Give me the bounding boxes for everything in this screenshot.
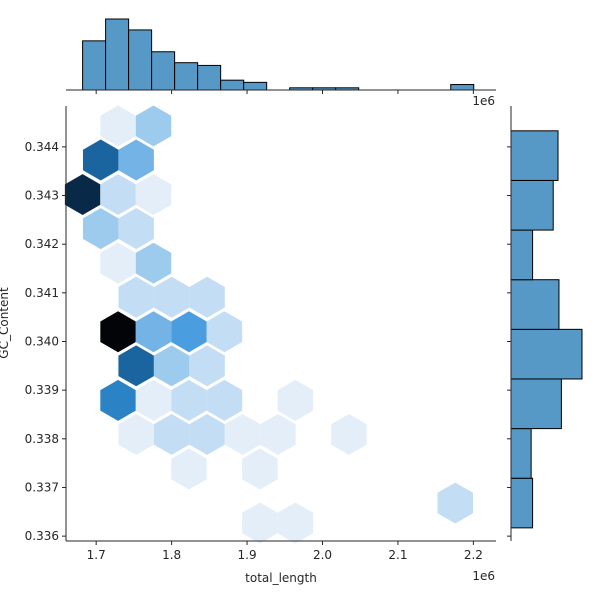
hexbin-cell: [224, 413, 261, 455]
y-tick-label: 0.340: [25, 335, 59, 349]
joint-axes: 1.7 1.8 1.9 2.0 2.1 2.2 0.336 0.337 0.338 0.339 0.…: [25, 106, 496, 562]
hexbin-cell: [206, 379, 243, 421]
hexbin-cell: [206, 311, 243, 353]
hexbin-cell: [118, 276, 154, 318]
x-tick-label: 1.8: [162, 548, 181, 562]
right-histogram-bar: [510, 428, 532, 479]
hexbin-cell: [135, 174, 172, 216]
hexbin-cell: [153, 276, 190, 318]
y-tick-label: 0.339: [25, 383, 59, 397]
y-tick-label: 0.337: [25, 480, 59, 494]
hexbin-cell: [189, 276, 225, 318]
top-marginal-histogram: [66, 18, 496, 94]
hexbin-cell: [171, 379, 207, 421]
hexbin-cell: [242, 448, 278, 490]
hexbin-cell: [135, 105, 172, 147]
y-tick-label: 0.342: [25, 237, 59, 251]
hexbin-cell: [82, 139, 119, 181]
x-axis-offset-label: 1e6: [472, 569, 495, 583]
x-axis-label: total_length: [245, 571, 317, 585]
hexbin-cell: [277, 379, 314, 421]
hexbin-cell: [118, 345, 154, 387]
hexbin-cell: [260, 413, 296, 455]
hexbin-cell: [100, 311, 136, 353]
right-histogram-bar: [510, 477, 534, 529]
x-tick-label: 2.0: [313, 548, 332, 562]
top-histogram-bar: [105, 18, 130, 91]
hexbin-cell: [118, 208, 154, 250]
right-histogram-bar: [510, 179, 554, 231]
hexbin-cell: [135, 242, 172, 284]
hexbin-cell: [437, 482, 473, 524]
right-histogram-bar: [510, 378, 562, 430]
hexbin-cell: [135, 379, 172, 421]
top-histogram-bar: [151, 51, 176, 91]
right-histogram-bar: [510, 328, 583, 380]
top-histogram-bar: [174, 62, 199, 91]
right-marginal-histogram: [507, 106, 583, 541]
right-histogram-bar: [510, 279, 560, 330]
x-tick-label: 2.2: [464, 548, 483, 562]
hexbin-cell: [100, 174, 136, 216]
hexbin-cell: [118, 413, 154, 455]
hexbin-cell: [277, 502, 314, 544]
y-tick-label: 0.336: [25, 529, 59, 543]
hexbin-cell: [64, 174, 101, 216]
right-histogram-bar: [510, 130, 559, 181]
y-tick-label: 0.343: [25, 189, 59, 203]
hexbin-cell: [153, 345, 190, 387]
top-histogram-bar: [82, 40, 107, 91]
right-histogram-bar: [510, 229, 534, 281]
top-histogram-bar: [243, 81, 268, 91]
hexbin-cell: [242, 502, 278, 544]
x-tick-label: 2.1: [388, 548, 407, 562]
hexbin-cell: [189, 413, 225, 455]
hexbin-cell: [331, 413, 367, 455]
joint-hexbin-plot: [64, 105, 473, 544]
top-marginal-offset-label: 1e6: [472, 94, 495, 108]
x-tick-label: 1.7: [87, 548, 106, 562]
top-histogram-bar: [220, 79, 245, 91]
top-histogram-bar: [450, 84, 475, 91]
hexbin-cell: [118, 139, 154, 181]
hexbin-cell: [153, 413, 190, 455]
hexbin-cell: [100, 105, 136, 147]
top-histogram-bar: [128, 29, 153, 91]
hexbin-cell: [189, 345, 225, 387]
hexbin-cell: [171, 311, 207, 353]
x-tick-label: 1.9: [238, 548, 257, 562]
hexbin-cell: [82, 208, 119, 250]
hexbin-cell: [171, 448, 207, 490]
y-axis-label: GC_Content: [0, 287, 11, 359]
hexbin-cell: [100, 379, 136, 421]
y-tick-label: 0.341: [25, 286, 59, 300]
y-tick-label: 0.344: [25, 140, 59, 154]
hexbin-cell: [135, 311, 172, 353]
hexbin-cell: [100, 242, 136, 284]
y-tick-label: 0.338: [25, 432, 59, 446]
top-histogram-bar: [197, 64, 222, 91]
